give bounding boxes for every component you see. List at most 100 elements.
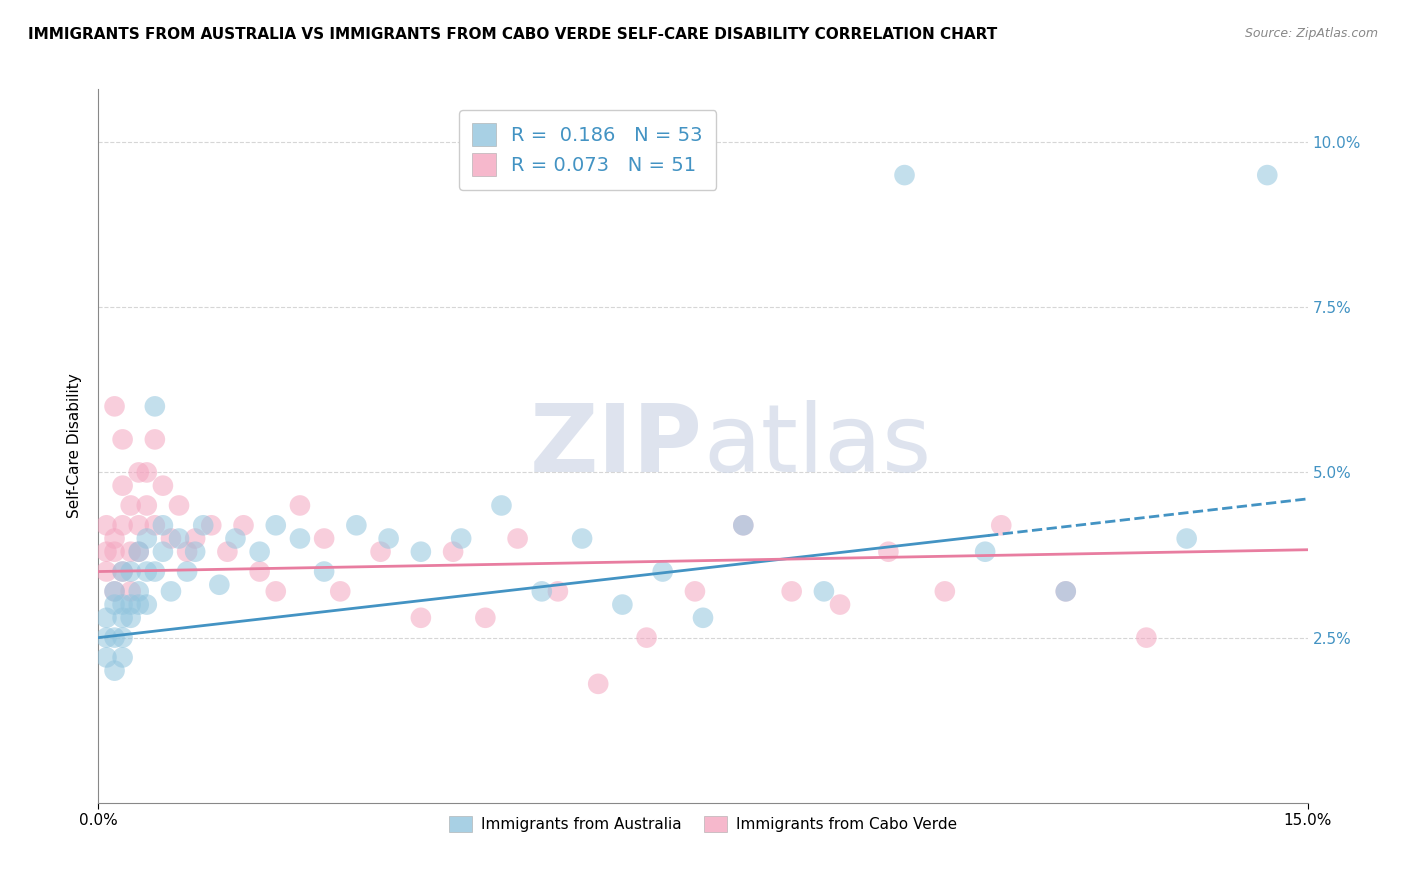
Point [329, 584, 352, 599]
Point [135, 565, 157, 579]
Point [152, 478, 174, 492]
Point [636, 631, 658, 645]
Point [128, 466, 150, 480]
Point [103, 545, 125, 559]
Point [152, 545, 174, 559]
Point [135, 532, 157, 546]
Point [506, 532, 529, 546]
Point [96, 631, 118, 645]
Point [813, 584, 835, 599]
Point [370, 545, 392, 559]
Text: ZIP: ZIP [530, 400, 703, 492]
Point [128, 545, 150, 559]
Point [314, 565, 336, 579]
Point [176, 565, 198, 579]
Point [160, 584, 183, 599]
Point [120, 598, 142, 612]
Point [135, 598, 157, 612]
Point [934, 584, 956, 599]
Point [128, 598, 150, 612]
Y-axis label: Self-Care Disability: Self-Care Disability [67, 374, 83, 518]
Point [120, 565, 142, 579]
Point [1175, 532, 1198, 546]
Point [96, 650, 118, 665]
Point [249, 565, 271, 579]
Point [160, 532, 183, 546]
Point [409, 545, 432, 559]
Point [111, 478, 134, 492]
Point [96, 565, 118, 579]
Point [217, 545, 239, 559]
Point [120, 584, 142, 599]
Text: Source: ZipAtlas.com: Source: ZipAtlas.com [1244, 27, 1378, 40]
Point [547, 584, 569, 599]
Point [450, 532, 472, 546]
Point [683, 584, 706, 599]
Point [135, 499, 157, 513]
Point [184, 532, 207, 546]
Point [232, 518, 254, 533]
Point [474, 611, 496, 625]
Point [344, 518, 367, 533]
Point [128, 518, 150, 533]
Point [409, 611, 432, 625]
Text: IMMIGRANTS FROM AUSTRALIA VS IMMIGRANTS FROM CABO VERDE SELF-CARE DISABILITY COR: IMMIGRANTS FROM AUSTRALIA VS IMMIGRANTS … [28, 27, 997, 42]
Point [111, 565, 134, 579]
Point [1054, 584, 1077, 599]
Point [1135, 631, 1157, 645]
Point [780, 584, 803, 599]
Point [111, 518, 134, 533]
Point [120, 545, 142, 559]
Point [288, 499, 311, 513]
Point [288, 532, 311, 546]
Point [143, 433, 166, 447]
Point [103, 598, 125, 612]
Text: atlas: atlas [703, 400, 931, 492]
Point [264, 518, 287, 533]
Point [264, 584, 287, 599]
Point [1054, 584, 1077, 599]
Point [103, 532, 125, 546]
Point [111, 433, 134, 447]
Point [135, 466, 157, 480]
Point [651, 565, 673, 579]
Point [128, 584, 150, 599]
Point [733, 518, 755, 533]
Point [152, 518, 174, 533]
Point [103, 584, 125, 599]
Point [224, 532, 246, 546]
Point [96, 611, 118, 625]
Point [249, 545, 271, 559]
Point [193, 518, 215, 533]
Point [200, 518, 222, 533]
Point [733, 518, 755, 533]
Point [586, 677, 609, 691]
Point [103, 400, 125, 414]
Point [103, 631, 125, 645]
Point [103, 584, 125, 599]
Point [893, 168, 915, 182]
Point [1256, 168, 1278, 182]
Point [571, 532, 593, 546]
Point [143, 400, 166, 414]
Point [491, 499, 513, 513]
Point [208, 578, 231, 592]
Point [184, 545, 207, 559]
Point [96, 518, 118, 533]
Point [111, 611, 134, 625]
Point [314, 532, 336, 546]
Point [828, 598, 851, 612]
Point [530, 584, 553, 599]
Point [974, 545, 997, 559]
Point [143, 565, 166, 579]
Point [692, 611, 714, 625]
Point [167, 499, 190, 513]
Point [120, 499, 142, 513]
Point [612, 598, 634, 612]
Point [877, 545, 900, 559]
Point [111, 598, 134, 612]
Point [111, 650, 134, 665]
Point [441, 545, 464, 559]
Point [990, 518, 1012, 533]
Point [120, 611, 142, 625]
